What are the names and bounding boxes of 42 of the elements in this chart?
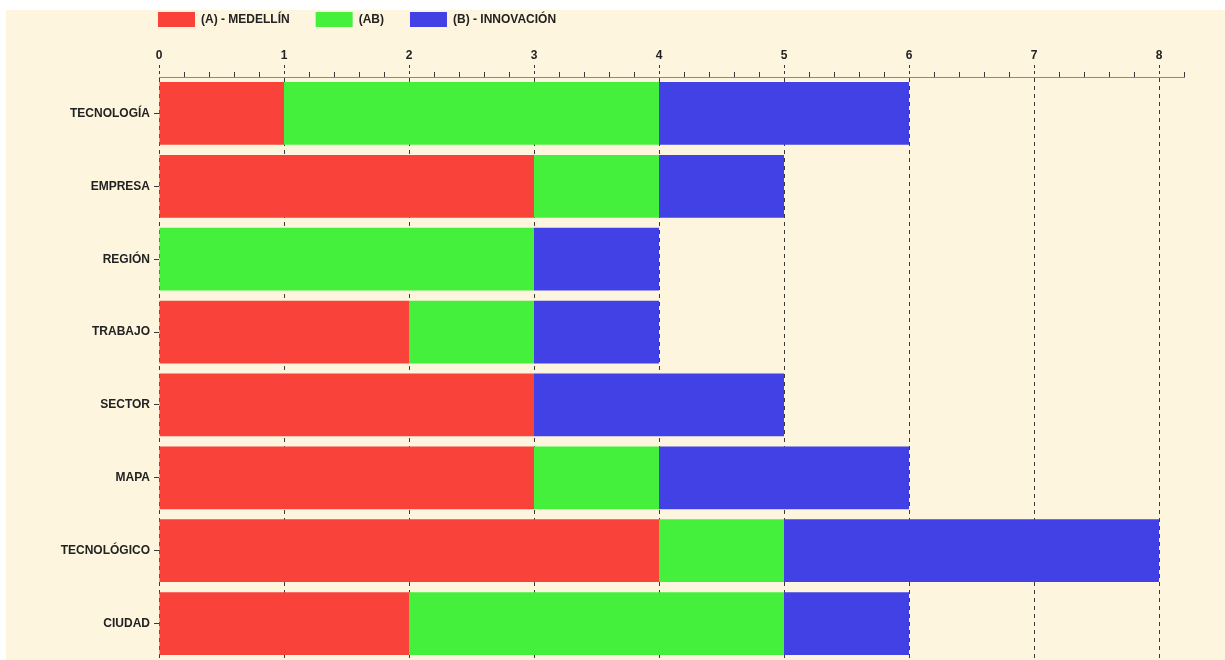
y-tick-label: TRABAJO <box>91 324 150 339</box>
bar <box>409 300 534 364</box>
x-tick-label: 3 <box>530 48 538 63</box>
legend-label: (A) - MEDELLÍN <box>201 10 290 26</box>
x-tick-label: 2 <box>405 48 413 63</box>
y-tick-label: SECTOR <box>100 397 151 412</box>
y-tick-label: TECNOLÓGICO <box>60 542 150 557</box>
x-tick-label: 0 <box>155 48 163 63</box>
bar <box>159 592 409 655</box>
x-tick-label: 4 <box>655 48 663 63</box>
bar <box>534 446 659 510</box>
bar <box>534 154 659 218</box>
bar <box>659 154 784 218</box>
bar <box>534 373 784 437</box>
bar <box>659 446 909 510</box>
bar <box>534 227 659 291</box>
bar <box>159 519 659 583</box>
bar <box>159 446 534 510</box>
x-tick-label: 7 <box>1030 48 1038 63</box>
bar <box>159 154 534 218</box>
bar <box>784 519 1159 583</box>
bar <box>784 592 909 655</box>
bar <box>159 82 284 145</box>
y-tick-label: EMPRESA <box>90 178 151 193</box>
y-tick-label: CIUDAD <box>103 615 151 630</box>
x-tick-label: 1 <box>280 48 288 63</box>
x-tick-label: 6 <box>905 48 913 63</box>
bar <box>409 592 784 655</box>
x-tick-label: 5 <box>780 48 788 63</box>
y-tick-label: TECNOLOGÍA <box>70 104 151 120</box>
bar <box>534 300 659 364</box>
legend-label: (AB) <box>358 11 384 26</box>
bar <box>659 82 909 145</box>
y-tick-label: REGIÓN <box>102 250 150 266</box>
bar <box>159 227 534 291</box>
x-tick-label: 8 <box>1155 48 1163 63</box>
y-tick-label: MAPA <box>115 470 151 485</box>
bar <box>284 82 659 145</box>
bar <box>159 300 409 364</box>
bar <box>159 373 534 437</box>
bar <box>659 519 784 583</box>
legend-label: (B) - INNOVACIÓN <box>452 10 557 26</box>
